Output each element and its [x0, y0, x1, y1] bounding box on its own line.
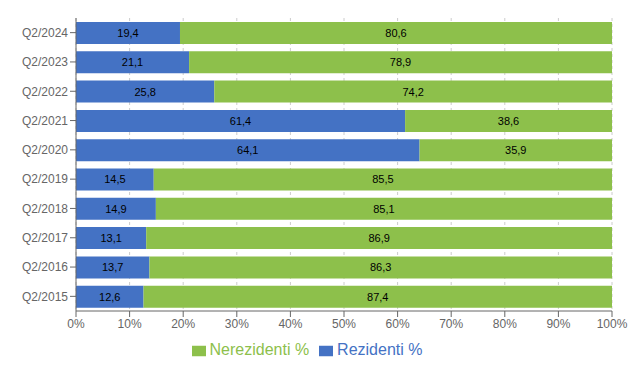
svg-text:70%: 70% — [439, 317, 463, 331]
svg-text:50%: 50% — [332, 317, 356, 331]
svg-text:13,7: 13,7 — [102, 261, 123, 273]
svg-text:78,9: 78,9 — [390, 56, 411, 68]
svg-text:38,6: 38,6 — [498, 115, 519, 127]
svg-text:14,9: 14,9 — [105, 203, 126, 215]
svg-text:85,5: 85,5 — [372, 173, 393, 185]
svg-text:30%: 30% — [225, 317, 249, 331]
svg-text:12,6: 12,6 — [99, 291, 120, 303]
svg-text:61,4: 61,4 — [230, 115, 251, 127]
svg-text:10%: 10% — [118, 317, 142, 331]
svg-text:90%: 90% — [546, 317, 570, 331]
svg-text:74,2: 74,2 — [402, 86, 423, 98]
svg-text:35,9: 35,9 — [505, 144, 526, 156]
svg-text:Q2/2019: Q2/2019 — [22, 172, 68, 186]
svg-text:0%: 0% — [67, 317, 85, 331]
svg-text:Q2/2022: Q2/2022 — [22, 85, 68, 99]
svg-text:14,5: 14,5 — [104, 173, 125, 185]
svg-text:64,1: 64,1 — [237, 144, 258, 156]
svg-text:86,3: 86,3 — [370, 261, 391, 273]
svg-text:87,4: 87,4 — [367, 291, 388, 303]
svg-text:25,8: 25,8 — [134, 86, 155, 98]
svg-text:Q2/2018: Q2/2018 — [22, 202, 68, 216]
svg-text:Q2/2021: Q2/2021 — [22, 114, 68, 128]
svg-text:Q2/2016: Q2/2016 — [22, 260, 68, 274]
svg-text:80%: 80% — [493, 317, 517, 331]
svg-text:Q2/2024: Q2/2024 — [22, 26, 68, 40]
svg-text:Q2/2015: Q2/2015 — [22, 290, 68, 304]
svg-text:20%: 20% — [171, 317, 195, 331]
svg-text:85,1: 85,1 — [373, 203, 394, 215]
svg-text:Q2/2023: Q2/2023 — [22, 55, 68, 69]
svg-text:40%: 40% — [278, 317, 302, 331]
html-text:Rezidenti %: Rezidenti % — [337, 341, 423, 358]
svg-text:86,9: 86,9 — [368, 232, 389, 244]
svg-text:100%: 100% — [597, 317, 628, 331]
svg-text:19,4: 19,4 — [117, 27, 138, 39]
svg-text:80,6: 80,6 — [385, 27, 406, 39]
svg-text:Q2/2020: Q2/2020 — [22, 143, 68, 157]
html-text:Nerezidenti %: Nerezidenti % — [209, 341, 310, 358]
svg-text:60%: 60% — [386, 317, 410, 331]
svg-text:Q2/2017: Q2/2017 — [22, 231, 68, 245]
svg-text:21,1: 21,1 — [122, 56, 143, 68]
svg-text:13,1: 13,1 — [100, 232, 121, 244]
